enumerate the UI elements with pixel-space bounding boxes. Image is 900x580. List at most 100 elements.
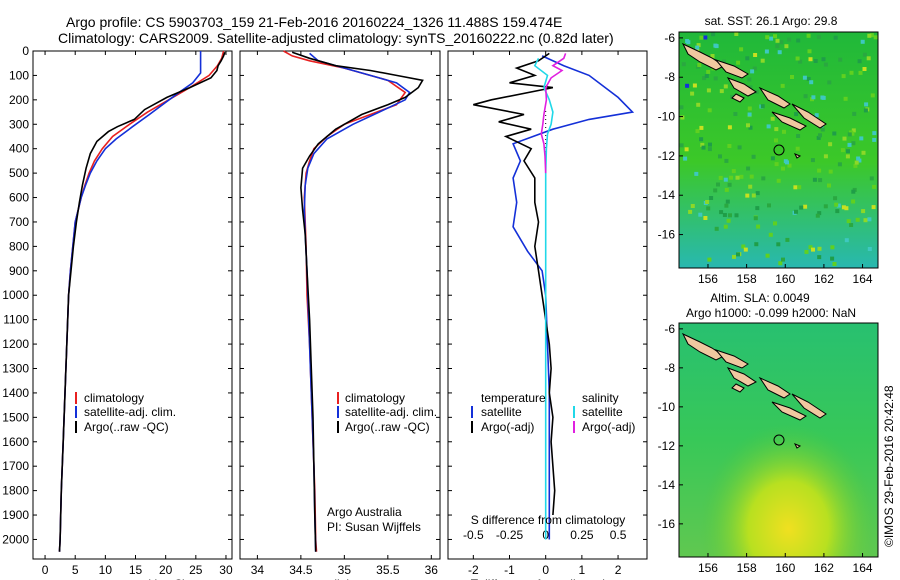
sst-pixel bbox=[861, 150, 866, 155]
x-axis-label: T difference from climatology bbox=[471, 577, 625, 580]
sst-pixel bbox=[785, 237, 790, 242]
sst-pixel bbox=[872, 137, 877, 142]
sst-pixel bbox=[869, 33, 874, 38]
sst-pixel bbox=[699, 35, 704, 40]
y-tick-label: 200 bbox=[9, 93, 29, 107]
x-tick-label: 1 bbox=[579, 563, 586, 577]
map-x-tick-label: 158 bbox=[737, 272, 757, 286]
sst-pixel bbox=[692, 83, 697, 88]
sst-pixel bbox=[796, 134, 801, 138]
x-axis-label: salinity bbox=[322, 577, 359, 580]
sst-pixel bbox=[836, 203, 841, 208]
sst-pixel bbox=[810, 158, 815, 163]
sla-map-title1: Altim. SLA: 0.0049 bbox=[710, 291, 810, 305]
sst-pixel bbox=[817, 246, 822, 251]
island-choiseul bbox=[714, 58, 749, 79]
map-y-tick-label: -12 bbox=[658, 439, 676, 453]
sst-pixel bbox=[733, 112, 738, 116]
sst-pixel bbox=[775, 44, 780, 49]
sst-pixel bbox=[827, 80, 832, 85]
sst-pixel bbox=[844, 238, 849, 243]
map-x-tick-label: 160 bbox=[775, 561, 795, 575]
legend-label-climatology: climatology bbox=[84, 391, 144, 405]
sst-pixel bbox=[774, 162, 779, 167]
sst-pixel bbox=[727, 144, 732, 148]
sst-pixel bbox=[696, 102, 701, 107]
y-tick-label: 1400 bbox=[2, 386, 29, 400]
imos-credit: ©IMOS 29-Feb-2016 20:42:48 bbox=[882, 385, 896, 547]
top-x-tick-label: -0.5 bbox=[463, 528, 484, 542]
sst-pixel bbox=[872, 131, 877, 136]
sst-pixel bbox=[734, 32, 739, 36]
sst-pixel bbox=[684, 147, 689, 152]
sst-pixel bbox=[747, 77, 752, 82]
sst-pixel bbox=[776, 178, 781, 183]
series-line-t-argo-adj bbox=[473, 52, 556, 516]
y-tick-label: 1100 bbox=[3, 313, 29, 327]
sst-pixel bbox=[752, 66, 757, 71]
legend-label-satellite: satellite-adj. clim. bbox=[84, 405, 176, 419]
sst-pixel bbox=[816, 35, 821, 40]
x-axis-label: temperature (deg C) bbox=[78, 577, 186, 580]
sst-pixel bbox=[863, 218, 868, 223]
sst-pixel bbox=[797, 185, 802, 190]
legend-label-s-argo: Argo(-adj) bbox=[582, 420, 635, 434]
island-choiseul bbox=[714, 348, 749, 369]
sst-pixel bbox=[830, 256, 835, 261]
sst-pixel bbox=[781, 166, 785, 171]
argo-position-marker bbox=[773, 144, 785, 156]
map-y-tick-label: -8 bbox=[664, 361, 675, 375]
sst-pixel bbox=[855, 217, 860, 222]
sst-pixel bbox=[816, 135, 821, 140]
top-x-tick-label: 0.5 bbox=[610, 528, 627, 542]
sst-pixel bbox=[685, 83, 690, 88]
x-tick-label: 20 bbox=[159, 563, 173, 577]
sst-pixel bbox=[872, 184, 877, 189]
map-y-tick-label: -8 bbox=[664, 70, 675, 84]
sst-pixel bbox=[754, 242, 759, 247]
legend-label-s-satellite: satellite bbox=[582, 405, 623, 419]
sst-pixel bbox=[680, 115, 685, 120]
salinity-legend: climatology satellite-adj. clim. Argo(..… bbox=[327, 391, 437, 534]
y-tick-label: 1600 bbox=[2, 435, 29, 449]
sst-pixel bbox=[724, 187, 729, 192]
sst-pixel bbox=[690, 91, 695, 96]
x-tick-label: 0 bbox=[542, 563, 549, 577]
sst-pixel bbox=[778, 261, 783, 266]
sst-pixel bbox=[833, 196, 838, 201]
sst-pixel bbox=[779, 40, 784, 45]
sst-pixel bbox=[681, 62, 686, 67]
sst-pixel bbox=[799, 205, 804, 210]
sst-pixel bbox=[728, 213, 732, 218]
island-small-2 bbox=[793, 443, 802, 449]
sst-pixel bbox=[695, 129, 700, 134]
sst-pixel bbox=[849, 223, 854, 227]
sst-pixel bbox=[808, 57, 813, 62]
sst-pixel bbox=[748, 184, 753, 189]
sst-pixel bbox=[823, 62, 828, 67]
island-guadalcanal bbox=[791, 393, 827, 419]
sst-pixel bbox=[769, 36, 774, 41]
sst-pixel bbox=[830, 245, 835, 250]
sst-pixel bbox=[710, 54, 715, 58]
sst-pixel bbox=[795, 146, 800, 151]
temperature-legend: climatology satellite-adj. clim. Argo(..… bbox=[75, 391, 176, 434]
sst-pixel bbox=[873, 35, 878, 40]
pi-name-label: PI: Susan Wijffels bbox=[327, 520, 421, 534]
sst-pixel bbox=[823, 204, 828, 209]
sst-pixel bbox=[812, 177, 817, 182]
sst-islands bbox=[681, 42, 827, 159]
sst-map-frame bbox=[678, 31, 879, 269]
sst-pixel bbox=[857, 59, 862, 64]
sst-pixel bbox=[741, 244, 746, 249]
sst-pixel bbox=[706, 88, 711, 93]
x-tick-label: 25 bbox=[189, 563, 203, 577]
x-tick-label: 0 bbox=[42, 563, 49, 577]
sst-pixel bbox=[842, 136, 847, 141]
y-tick-label: 100 bbox=[9, 68, 29, 82]
sst-pixel bbox=[770, 156, 775, 161]
sst-pixel bbox=[813, 59, 818, 63]
series-line-s-argo-adj bbox=[540, 53, 567, 174]
sst-pixel bbox=[846, 149, 850, 154]
